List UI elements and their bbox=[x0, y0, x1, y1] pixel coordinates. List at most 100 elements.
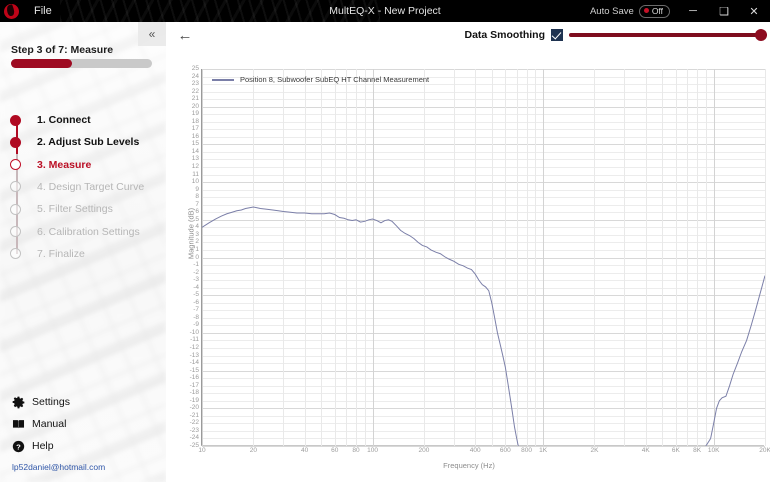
y-gridline bbox=[202, 423, 765, 425]
sidebar-item-help[interactable]: ? Help bbox=[12, 435, 162, 457]
x-gridline bbox=[535, 69, 537, 446]
y-gridline bbox=[202, 310, 765, 312]
y-gridline bbox=[202, 295, 765, 297]
y-axis-tick: -14 bbox=[189, 358, 199, 366]
y-gridline bbox=[202, 408, 765, 410]
y-axis-tick: 6 bbox=[195, 208, 199, 215]
y-axis-tick: -19 bbox=[189, 396, 199, 404]
sidebar: « Step 3 of 7: Measure 1. Connect 2. Adju… bbox=[0, 22, 166, 482]
y-axis-tick: 4 bbox=[195, 223, 199, 231]
data-smoothing-checkbox[interactable] bbox=[551, 29, 563, 41]
audyssey-drop-logo bbox=[0, 0, 22, 22]
step-item-4[interactable]: 4. Design Target Curve bbox=[0, 175, 166, 199]
y-gridline bbox=[202, 84, 765, 86]
close-button[interactable]: ✕ bbox=[749, 5, 759, 18]
y-gridline bbox=[202, 151, 765, 153]
step-bullet-icon bbox=[10, 248, 21, 260]
progress-bar bbox=[11, 59, 152, 68]
data-smoothing-control: Data Smoothing bbox=[465, 24, 767, 46]
step-item-1[interactable]: 1. Connect bbox=[0, 109, 166, 132]
collapse-sidebar-button[interactable]: « bbox=[138, 22, 166, 46]
measurement-chart: Magnitude (dB) Frequency (Hz) Position 8… bbox=[171, 49, 770, 479]
step-label: 3. Measure bbox=[37, 158, 92, 171]
step-header: Step 3 of 7: Measure bbox=[11, 44, 114, 56]
y-axis-tick: 15 bbox=[191, 140, 199, 148]
x-gridline bbox=[505, 69, 507, 446]
y-axis-tick: 22 bbox=[191, 87, 199, 95]
y-axis-tick: 3 bbox=[195, 230, 199, 238]
autosave-toggle[interactable]: Off bbox=[638, 4, 670, 18]
sidebar-item-label: Help bbox=[32, 440, 54, 452]
y-axis-tick: 20 bbox=[191, 102, 199, 110]
x-gridline bbox=[423, 69, 425, 446]
y-axis-tick: -18 bbox=[189, 388, 199, 396]
slider-knob[interactable] bbox=[755, 29, 767, 41]
y-gridline bbox=[202, 430, 765, 432]
x-gridline bbox=[202, 69, 203, 446]
y-axis-tick: 24 bbox=[191, 72, 199, 80]
y-axis-tick: 9 bbox=[195, 185, 199, 193]
y-axis-tick: -17 bbox=[189, 381, 199, 389]
step-item-6[interactable]: 6. Calibration Settings bbox=[0, 220, 166, 243]
y-axis-tick: -7 bbox=[193, 306, 199, 314]
y-gridline bbox=[202, 114, 765, 116]
autosave-control[interactable]: Auto Save Off bbox=[590, 0, 670, 22]
x-axis-label: Frequency (Hz) bbox=[443, 461, 495, 470]
y-gridline bbox=[202, 129, 765, 131]
step-bullet-icon bbox=[10, 225, 21, 237]
x-gridline bbox=[594, 69, 596, 446]
y-axis-tick: -4 bbox=[193, 283, 199, 291]
step-item-2[interactable]: 2. Adjust Sub Levels bbox=[0, 131, 166, 154]
y-axis-tick: -3 bbox=[193, 275, 199, 283]
x-gridline bbox=[687, 69, 689, 446]
legend-swatch bbox=[212, 78, 234, 81]
plot-area[interactable]: Position 8, Subwoofer SubEQ HT Channel M… bbox=[190, 65, 770, 453]
y-gridline bbox=[202, 257, 765, 259]
y-gridline bbox=[202, 121, 765, 123]
y-gridline bbox=[202, 317, 765, 319]
y-gridline bbox=[202, 355, 765, 357]
y-axis-tick: 8 bbox=[195, 192, 199, 200]
y-axis-tick: -1 bbox=[193, 260, 199, 268]
step-bullet-icon bbox=[10, 136, 21, 148]
x-gridline bbox=[253, 69, 255, 446]
step-item-5[interactable]: 5. Filter Settings bbox=[0, 198, 166, 221]
title-bar: File MultEQ-X - New Project Auto Save Of… bbox=[0, 0, 770, 22]
x-axis-tick: 2K bbox=[590, 447, 599, 454]
x-axis-tick: 60 bbox=[331, 447, 339, 454]
x-axis-tick: 20K bbox=[759, 447, 770, 454]
y-axis-tick: -8 bbox=[193, 313, 199, 321]
y-axis-tick: 25 bbox=[191, 64, 199, 72]
step-label: 7. Finalize bbox=[37, 247, 85, 260]
y-gridline bbox=[202, 272, 765, 274]
sidebar-overlay bbox=[0, 22, 166, 482]
y-gridline bbox=[202, 182, 765, 184]
step-label: 5. Filter Settings bbox=[37, 203, 113, 216]
x-gridline bbox=[675, 69, 677, 446]
minimize-button[interactable]: ─ bbox=[689, 5, 697, 17]
sidebar-item-label: Manual bbox=[32, 418, 67, 430]
y-gridline bbox=[202, 76, 765, 78]
sidebar-item-manual[interactable]: Manual bbox=[12, 413, 162, 435]
step-label: 4. Design Target Curve bbox=[37, 181, 145, 194]
y-axis-tick: -6 bbox=[193, 298, 199, 306]
y-gridline bbox=[202, 174, 765, 176]
x-gridline bbox=[334, 69, 336, 446]
maximize-button[interactable]: ❑ bbox=[719, 5, 729, 18]
user-email[interactable]: lp52daniel@hotmail.com bbox=[12, 462, 106, 472]
y-axis-tick: 0 bbox=[195, 253, 199, 261]
x-axis-tick: 40 bbox=[301, 447, 309, 454]
y-gridline bbox=[202, 136, 765, 138]
y-axis-tick: 12 bbox=[191, 162, 199, 170]
step-item-7[interactable]: 7. Finalize bbox=[0, 242, 166, 265]
data-smoothing-slider[interactable] bbox=[569, 28, 767, 42]
back-arrow-icon[interactable]: ← bbox=[177, 26, 193, 44]
y-axis-tick: 21 bbox=[191, 94, 199, 102]
sidebar-item-settings[interactable]: Settings bbox=[12, 391, 162, 413]
x-gridline bbox=[765, 69, 766, 446]
y-gridline bbox=[202, 106, 765, 108]
menu-file[interactable]: File bbox=[34, 5, 52, 17]
step-item-3[interactable]: 3. Measure bbox=[0, 153, 166, 176]
x-gridline bbox=[283, 69, 285, 446]
